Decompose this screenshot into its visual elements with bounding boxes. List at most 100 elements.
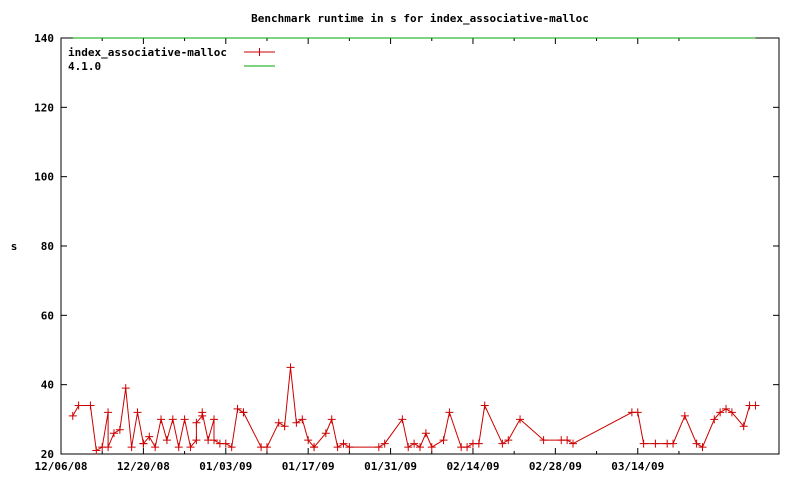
data-point bbox=[162, 436, 171, 445]
data-point bbox=[327, 415, 336, 424]
data-point bbox=[174, 443, 183, 452]
data-point bbox=[374, 443, 383, 452]
data-point bbox=[109, 429, 118, 438]
data-point bbox=[427, 443, 436, 452]
data-point bbox=[727, 408, 736, 417]
data-point bbox=[104, 443, 113, 452]
series-line-0 bbox=[72, 367, 756, 452]
x-tick-label: 01/31/09 bbox=[364, 460, 417, 473]
data-point bbox=[115, 425, 124, 434]
data-point bbox=[186, 443, 195, 452]
y-tick-label: 140 bbox=[34, 32, 54, 45]
data-point bbox=[227, 443, 236, 452]
y-tick-label: 120 bbox=[34, 101, 54, 114]
x-tick-label: 02/28/09 bbox=[529, 460, 582, 473]
x-axis: 12/06/08 12/20/08 01/03/09 01/17/09 01/31/09… bbox=[35, 38, 680, 473]
data-point bbox=[168, 415, 177, 424]
legend-label: index_associative-malloc bbox=[68, 46, 227, 59]
data-point bbox=[504, 436, 513, 445]
y-tick-label: 20 bbox=[41, 448, 54, 461]
data-point bbox=[74, 401, 83, 410]
data-point bbox=[157, 415, 166, 424]
data-point bbox=[722, 404, 731, 413]
data-point bbox=[480, 401, 489, 410]
data-point bbox=[304, 436, 313, 445]
y-tick-label: 40 bbox=[41, 379, 54, 392]
data-point bbox=[669, 439, 678, 448]
data-point bbox=[321, 429, 330, 438]
data-point bbox=[68, 411, 77, 420]
data-point bbox=[563, 436, 572, 445]
x-tick-label: 03/14/09 bbox=[611, 460, 664, 473]
data-point bbox=[262, 443, 271, 452]
data-point bbox=[716, 408, 725, 417]
data-point bbox=[463, 443, 472, 452]
data-point bbox=[680, 411, 689, 420]
chart-title: Benchmark runtime in s for index_associa… bbox=[251, 12, 589, 25]
data-point bbox=[439, 436, 448, 445]
data-point bbox=[233, 404, 242, 413]
data-point bbox=[421, 429, 430, 438]
data-point bbox=[751, 401, 760, 410]
data-point bbox=[145, 432, 154, 441]
data-point bbox=[698, 443, 707, 452]
data-point bbox=[416, 443, 424, 452]
data-point bbox=[651, 439, 660, 448]
data-point bbox=[239, 408, 248, 417]
y-tick-label: 80 bbox=[41, 240, 54, 253]
data-point bbox=[633, 408, 642, 417]
x-tick-label: 12/06/08 bbox=[35, 460, 88, 473]
data-point bbox=[474, 439, 483, 448]
plot-area-frame bbox=[60, 37, 780, 455]
data-point bbox=[180, 415, 189, 424]
data-point bbox=[127, 443, 136, 452]
y-axis-label: s bbox=[11, 240, 18, 253]
data-point bbox=[86, 401, 95, 410]
data-point bbox=[333, 443, 342, 452]
data-point bbox=[310, 443, 319, 452]
data-point bbox=[92, 446, 101, 455]
data-point bbox=[151, 443, 160, 452]
legend-label: 4.1.0 bbox=[68, 60, 101, 73]
x-tick-label: 12/20/08 bbox=[117, 460, 170, 473]
x-tick-label: 01/17/09 bbox=[282, 460, 335, 473]
data-point bbox=[198, 408, 207, 417]
data-point bbox=[133, 408, 142, 417]
legend-marker bbox=[255, 48, 264, 56]
data-point bbox=[221, 439, 230, 448]
data-point bbox=[298, 415, 307, 424]
data-point bbox=[345, 443, 354, 452]
data-point bbox=[210, 436, 219, 445]
data-point bbox=[121, 384, 130, 393]
data-point bbox=[286, 363, 295, 372]
data-point bbox=[569, 439, 578, 448]
data-point bbox=[498, 439, 507, 448]
y-tick-label: 100 bbox=[34, 171, 54, 184]
data-point bbox=[398, 415, 407, 424]
data-point bbox=[516, 415, 525, 424]
y-axis: 20 40 60 80 100 120 140 bbox=[34, 32, 779, 461]
data-point bbox=[639, 439, 648, 448]
data-point bbox=[274, 418, 283, 427]
data-point bbox=[445, 408, 454, 417]
data-point bbox=[410, 439, 419, 448]
y-tick-label: 60 bbox=[41, 309, 54, 322]
data-point bbox=[380, 439, 389, 448]
data-point bbox=[192, 436, 201, 445]
data-point bbox=[692, 439, 701, 448]
data-point bbox=[104, 408, 113, 417]
series-layer bbox=[68, 37, 760, 455]
x-tick-label: 01/03/09 bbox=[199, 460, 252, 473]
x-tick-label: 02/14/09 bbox=[446, 460, 499, 473]
data-point bbox=[404, 443, 413, 452]
data-point bbox=[280, 422, 289, 431]
data-point bbox=[139, 439, 148, 448]
data-point bbox=[292, 418, 301, 427]
data-point bbox=[210, 415, 219, 424]
data-point bbox=[192, 418, 201, 427]
data-point bbox=[339, 439, 348, 448]
data-point bbox=[539, 436, 548, 445]
data-point bbox=[739, 422, 748, 431]
